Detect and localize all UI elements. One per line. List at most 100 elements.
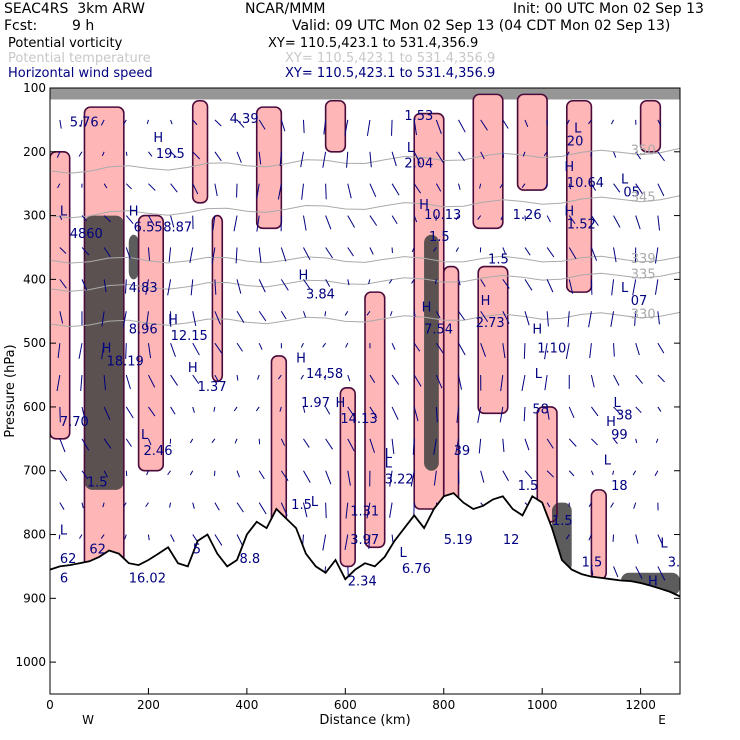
contour-annotation: 1.5 [518,479,539,494]
wind-vector [391,374,400,385]
contour-annotation: H [532,323,542,338]
y-tick-label: 100 [23,81,46,95]
contour-annotation: H [153,131,163,146]
wind-vector [524,438,530,451]
wind-vector [590,566,594,576]
wind-vector [635,183,644,195]
wind-vector [192,342,200,356]
legend-pv-label: Potential vorticity [8,36,123,51]
wind-vector [391,215,398,225]
wind-vector [590,183,597,191]
contour-annotation: L [60,205,68,220]
wind-vector [502,438,505,453]
wind-vector [635,566,643,579]
wind-vector [635,343,640,356]
wind-vector [613,247,617,263]
wind-vector [101,343,105,360]
contour-annotation: 18 [611,479,628,494]
wind-vector [546,247,555,258]
wind-vector [80,119,83,127]
wind-vector [280,119,286,132]
wind-vector [435,374,443,389]
wind-vector [657,151,665,162]
wind-vector [280,247,287,262]
wind-vector [301,183,304,200]
wind-vector [634,311,637,326]
wind-vector [148,406,156,417]
contour-annotation: 5.19 [444,533,473,548]
wind-vector [588,534,592,541]
wind-vector [521,183,526,188]
wind-vector [543,151,548,157]
theta-contour [50,311,680,328]
wind-vector [455,438,460,455]
contour-annotation: 20 [567,134,584,149]
wind-vector [213,406,216,412]
wind-vector [568,406,575,419]
wind-vector [657,534,664,546]
pv-contour [639,99,662,153]
wind-vector [347,247,354,257]
contour-annotation: 4.39 [230,112,259,127]
wind-vector [236,374,239,381]
wind-vector [499,406,504,423]
pv-positive-region [443,266,459,510]
wind-vector [632,470,637,476]
contour-annotation: L [660,536,668,551]
wind-vector [613,183,621,193]
wind-vector [59,247,67,254]
wind-vector [277,183,282,200]
wind-vector [56,151,61,158]
contour-annotation: H [299,268,309,283]
theta-contour [50,195,680,219]
wind-vector [236,470,240,478]
wind-vector [456,406,460,423]
wind-vector [657,566,666,581]
contour-annotation: 8.96 [129,323,158,338]
wind-vector [613,151,617,158]
wind-vector [633,502,637,509]
wind-vector [499,183,504,189]
wind-vector [410,470,415,487]
wind-vector [411,279,415,284]
wind-vector [57,183,61,189]
wind-vector [125,279,127,294]
wind-vector [502,151,505,158]
wind-vector [480,119,488,131]
wind-vector [236,502,244,513]
wind-vector [502,119,509,129]
wind-vector [214,342,223,354]
contour-annotation: H [422,300,432,315]
pv-positive-region [640,100,661,152]
center-title: NCAR/MMM [245,1,326,17]
theta-contour-label: 335 [631,267,656,282]
wind-vector [458,374,463,390]
contour-annotation: 38 [616,409,633,424]
wind-vector [413,311,416,317]
wind-vector [388,279,393,284]
wind-vector [214,119,222,127]
contour-annotation: H [648,575,658,590]
wind-vector [122,311,127,328]
contour-annotation: 39 [454,444,471,459]
wind-vector [635,438,638,444]
wind-vector [613,406,621,415]
pv-high-region [424,234,439,471]
wind-vector [500,374,504,392]
wind-vector [170,406,176,415]
wind-vector [347,406,355,417]
pv-contour [516,93,548,191]
wind-vector [189,247,194,264]
wind-vector [568,470,575,477]
contour-annotation: 18.19 [107,354,144,369]
wind-vector [478,438,482,454]
wind-vector [369,247,374,255]
wind-vector [192,119,198,126]
wind-vector [613,215,621,228]
wind-vector [80,375,83,391]
x-tick-label: 1000 [527,698,558,712]
wind-vector [391,183,400,196]
wind-vector [148,215,155,226]
contour-annotation: 1.5 [429,230,450,245]
wind-vector [322,534,327,551]
